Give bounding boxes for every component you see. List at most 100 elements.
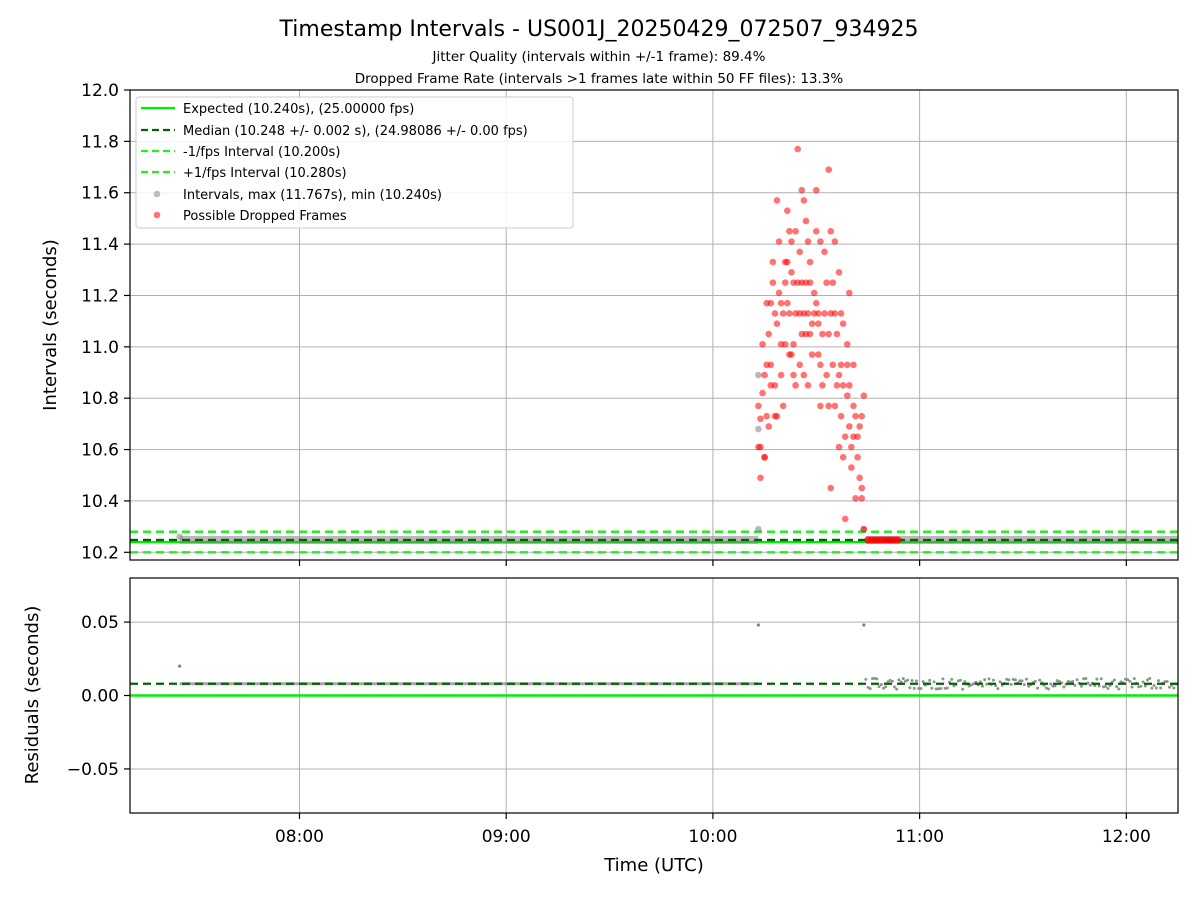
dropped-frame-point	[831, 402, 839, 410]
residual-point	[1046, 687, 1050, 691]
residual-point	[991, 678, 995, 682]
residual-point	[1082, 677, 1086, 681]
dropped-frame-point	[812, 186, 820, 194]
dropped-frame-point	[757, 443, 764, 451]
dropped-frame-point	[846, 382, 853, 389]
x-axis-label: Time (UTC)	[603, 855, 704, 876]
legend-box	[135, 96, 574, 229]
dropped-frame-point	[800, 371, 808, 379]
dropped-frame-point	[804, 310, 812, 317]
dropped-frame-point	[815, 310, 822, 317]
legend-intervals-marker	[153, 190, 161, 198]
dropped-frame-point	[784, 258, 791, 266]
residual-point	[1018, 679, 1022, 683]
dropped-frame-point	[823, 371, 830, 379]
dropped-frame-point	[827, 227, 835, 235]
y-tick-label: 11.8	[81, 132, 119, 152]
y-tick-label: 11.4	[81, 235, 119, 255]
dropped-frame-point	[837, 361, 845, 369]
residual-point	[1027, 684, 1031, 688]
jitter-quality-subtitle: Jitter Quality (intervals within +/-1 fr…	[432, 49, 766, 65]
residual-point	[1095, 677, 1099, 681]
residual-outlier-point	[862, 623, 866, 627]
residuals-panel: −0.050.000.05 08:00 09:00 10:00 11:00 12:00 …	[22, 577, 1179, 876]
residual-point	[1112, 678, 1116, 682]
dropped-frame-point	[786, 310, 793, 317]
residual-point	[1130, 685, 1134, 689]
residual-point	[1049, 682, 1053, 686]
residual-point	[980, 684, 984, 688]
dropped-frame-point	[852, 495, 859, 502]
residuals-x-ticks: 08:00 09:00 10:00 11:00 12:00	[275, 813, 1151, 847]
legend-minus-fps-label: -1/fps Interval (10.200s)	[183, 145, 340, 160]
legend-dropped-marker	[153, 211, 161, 219]
residual-point	[901, 677, 905, 681]
dropped-frame-point	[843, 361, 851, 369]
legend-dropped-label: Possible Dropped Frames	[183, 209, 347, 224]
residual-point	[910, 679, 914, 683]
residual-point	[932, 680, 936, 684]
dropped-frame-point	[779, 310, 787, 317]
dropped-frame-point	[848, 464, 855, 471]
residual-point	[1148, 677, 1152, 681]
dropped-frame-point	[788, 269, 795, 276]
dropped-frame-point	[817, 402, 824, 410]
y-tick-label: 10.6	[81, 441, 119, 461]
dropped-frame-point	[819, 382, 826, 389]
dropped-frame-point	[806, 279, 814, 286]
y-tick-label: −0.05	[67, 760, 119, 780]
dropped-frame-point	[854, 433, 861, 441]
residual-point	[936, 687, 940, 691]
dropped-frame-point	[827, 484, 835, 492]
residual-point	[952, 684, 956, 688]
residual-point	[998, 680, 1002, 684]
dropped-frame-point	[848, 443, 855, 451]
dropped-frame-point	[775, 289, 783, 297]
dropped-frame-point	[835, 371, 843, 379]
x-tick-label: 10:00	[688, 827, 737, 847]
dropped-frame-point	[831, 238, 839, 245]
dropped-frame-point	[773, 412, 781, 420]
legend-plus-fps-label: +1/fps Interval (10.280s)	[183, 166, 347, 181]
residual-point	[950, 677, 954, 681]
residual-point	[875, 677, 879, 681]
dropped-frame-subtitle: Dropped Frame Rate (intervals >1 frames …	[355, 71, 844, 87]
residual-point	[1084, 676, 1088, 680]
residual-point	[967, 684, 971, 688]
y-tick-label: 10.4	[81, 492, 119, 512]
residual-point	[1086, 681, 1090, 685]
y-tick-label: 0.05	[81, 613, 119, 633]
dropped-frame-point	[810, 289, 818, 297]
dropped-frame-point	[841, 515, 849, 523]
dropped-frame-point	[812, 299, 820, 307]
dropped-frame-point	[761, 453, 768, 461]
residuals-y-axis-label: Residuals (seconds)	[22, 606, 43, 785]
dropped-frame-point	[819, 330, 826, 338]
y-tick-label: 10.2	[81, 543, 119, 563]
x-tick-label: 11:00	[895, 827, 944, 847]
interval-point	[755, 371, 762, 379]
residual-point	[1143, 684, 1147, 688]
dropped-frame-point	[775, 238, 783, 245]
residual-point	[1104, 684, 1108, 688]
residual-point	[1141, 680, 1145, 684]
legend: Expected (10.240s), (25.00000 fps) Media…	[135, 96, 574, 229]
residuals-y-ticks: −0.05 0.00 0.05	[67, 613, 130, 780]
dropped-frame-point	[839, 320, 847, 328]
dropped-frame-point	[856, 423, 863, 430]
dropped-frame-point	[833, 382, 841, 389]
dropped-frame-point	[769, 258, 777, 266]
residual-point	[1033, 679, 1037, 683]
dropped-frame-point	[761, 371, 768, 379]
residual-point	[961, 687, 965, 691]
residual-point	[958, 678, 962, 682]
residual-point	[1024, 677, 1028, 681]
residual-point	[928, 678, 932, 682]
residual-point	[1156, 679, 1160, 683]
dropped-frame-point	[767, 361, 775, 369]
dropped-frame-point	[835, 269, 843, 276]
dropped-frame-point	[802, 217, 810, 225]
residual-point	[1022, 683, 1026, 687]
dropped-frame-point	[786, 227, 793, 235]
dropped-frame-point	[823, 279, 830, 286]
